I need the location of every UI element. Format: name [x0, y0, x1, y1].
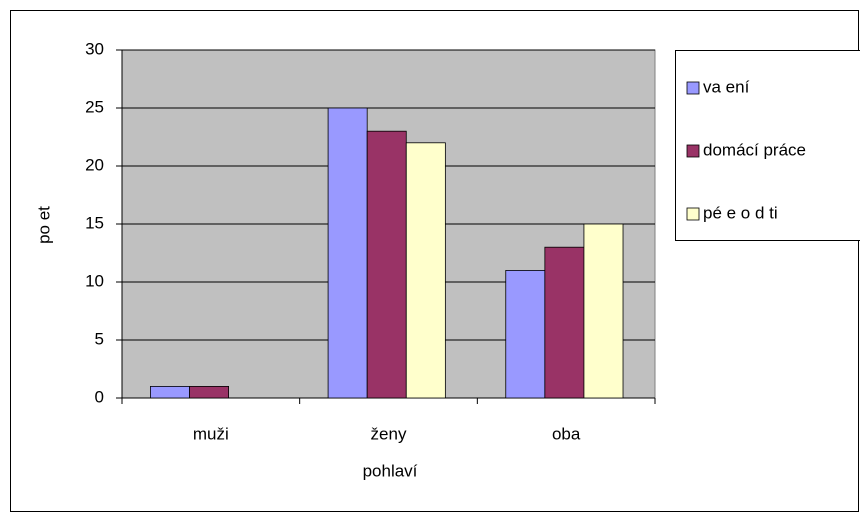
legend-label: domácí práce — [703, 140, 806, 159]
legend-label: va ení — [703, 77, 750, 96]
legend-swatch — [686, 144, 700, 158]
y-tick-label: 20 — [85, 155, 104, 174]
y-tick-label: 30 — [85, 39, 104, 58]
bar — [189, 385, 230, 399]
y-tick-label: 15 — [85, 213, 104, 232]
bar — [366, 130, 407, 399]
legend-label: pé e o d ti — [703, 203, 778, 222]
y-tick-label: 10 — [85, 271, 104, 290]
x-tick-label: ženy — [371, 424, 407, 443]
legend — [675, 50, 860, 241]
bar — [150, 385, 190, 399]
y-axis-label: po et — [34, 206, 53, 244]
x-tick-label: muži — [193, 424, 229, 443]
legend-swatch — [686, 207, 700, 221]
bar — [327, 107, 368, 399]
bar — [405, 142, 446, 399]
legend-swatch — [686, 81, 700, 95]
x-tick-label: oba — [552, 424, 581, 443]
bar — [583, 223, 624, 399]
x-axis-label: pohlaví — [363, 461, 418, 480]
y-tick-label: 5 — [95, 329, 104, 348]
bar — [544, 246, 585, 399]
y-tick-label: 0 — [95, 387, 104, 406]
y-tick-label: 25 — [85, 97, 104, 116]
bar — [505, 269, 546, 399]
